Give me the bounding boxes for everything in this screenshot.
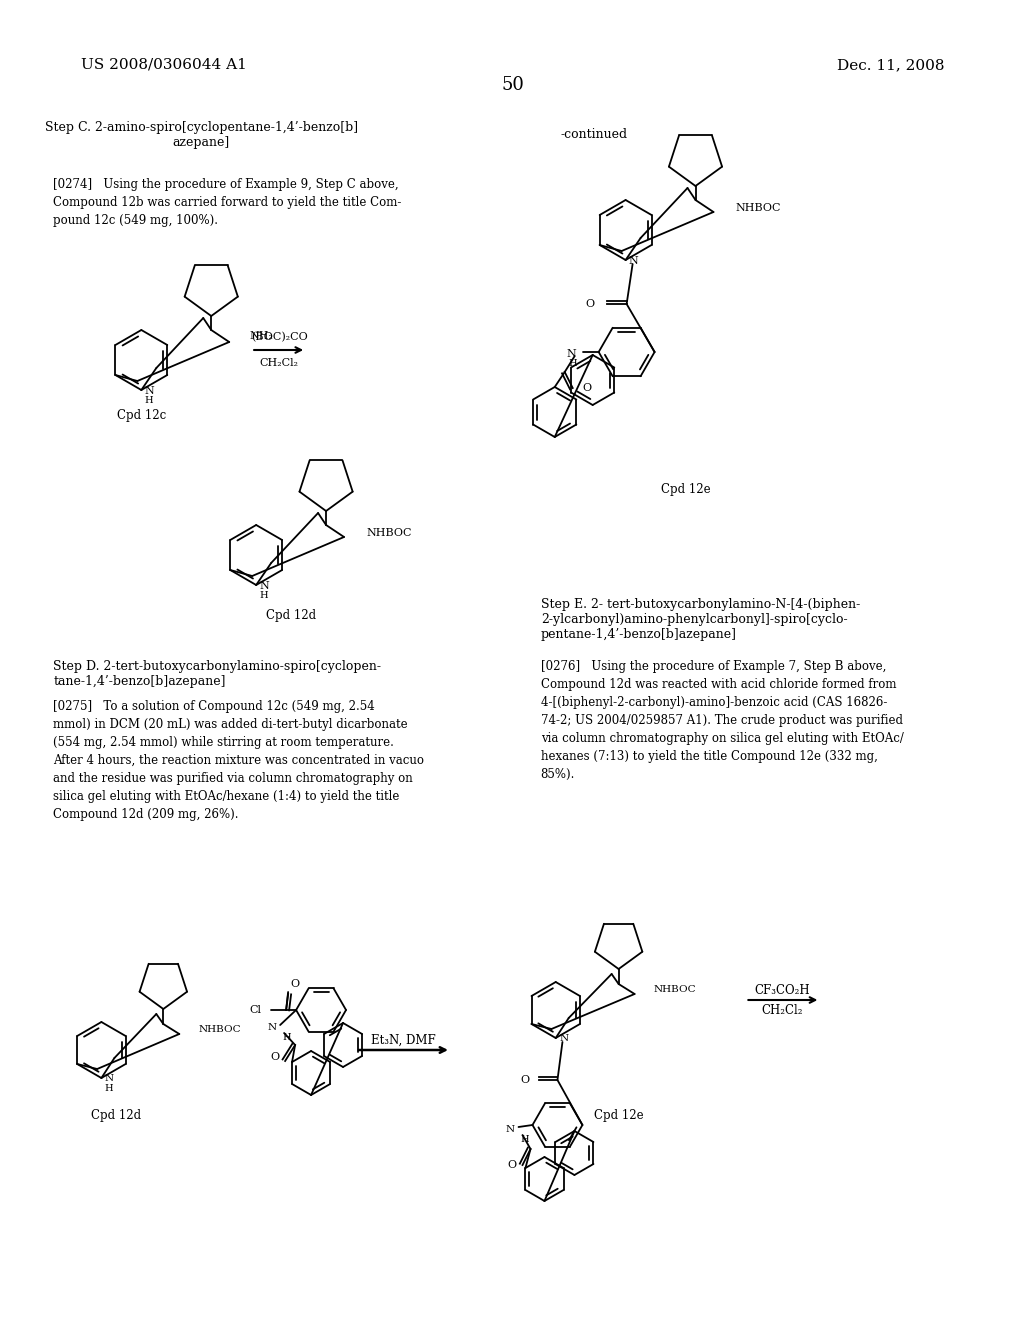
Text: N: N	[629, 256, 638, 267]
Text: [0275]   To a solution of Compound 12c (549 mg, 2.54
mmol) in DCM (20 mL) was ad: [0275] To a solution of Compound 12c (54…	[53, 700, 425, 821]
Text: Cl: Cl	[249, 1005, 261, 1015]
Text: Cpd 12e: Cpd 12e	[594, 1109, 643, 1122]
Text: Step D. 2-tert-butoxycarbonylamino-spiro[cyclopen-
tane-1,4’-benzo[b]azepane]: Step D. 2-tert-butoxycarbonylamino-spiro…	[53, 660, 382, 688]
Text: CH₂Cl₂: CH₂Cl₂	[762, 1003, 803, 1016]
Text: CF₃CO₂H: CF₃CO₂H	[755, 983, 810, 997]
Text: [0274]   Using the procedure of Example 9, Step C above,
Compound 12b was carrie: [0274] Using the procedure of Example 9,…	[53, 178, 401, 227]
Text: H: H	[259, 591, 268, 601]
Text: Step E. 2- tert-butoxycarbonylamino-N-[4-(biphen-
2-ylcarbonyl)amino-phenylcarbo: Step E. 2- tert-butoxycarbonylamino-N-[4…	[541, 598, 860, 642]
Text: Cpd 12d: Cpd 12d	[91, 1109, 141, 1122]
Text: H: H	[568, 359, 577, 368]
Text: NHBOC: NHBOC	[735, 203, 781, 213]
Text: -continued: -continued	[561, 128, 628, 141]
Text: Et₃N, DMF: Et₃N, DMF	[371, 1034, 435, 1047]
Text: [0276]   Using the procedure of Example 7, Step B above,
Compound 12d was reacte: [0276] Using the procedure of Example 7,…	[541, 660, 903, 781]
Text: Cpd 12d: Cpd 12d	[266, 609, 316, 622]
Text: N: N	[104, 1074, 114, 1082]
Text: H: H	[144, 396, 153, 405]
Text: Cpd 12c: Cpd 12c	[117, 408, 166, 421]
Text: H: H	[283, 1032, 291, 1041]
Text: N: N	[259, 581, 269, 591]
Text: O: O	[520, 1074, 529, 1085]
Text: Dec. 11, 2008: Dec. 11, 2008	[837, 58, 944, 73]
Text: NHBOC: NHBOC	[366, 528, 412, 539]
Text: O: O	[270, 1052, 280, 1063]
Text: H: H	[520, 1134, 529, 1143]
Text: N: N	[506, 1125, 514, 1134]
Text: O: O	[508, 1160, 516, 1170]
Text: O: O	[583, 383, 592, 393]
Text: N: N	[559, 1034, 568, 1043]
Text: Step C. 2-amino-spiro[cyclopentane-1,4’-benzo[b]
azepane]: Step C. 2-amino-spiro[cyclopentane-1,4’-…	[45, 121, 357, 149]
Text: NHBOC: NHBOC	[653, 986, 696, 994]
Text: (BOC)₂CO: (BOC)₂CO	[251, 331, 307, 342]
Text: CH₂Cl₂: CH₂Cl₂	[260, 358, 299, 368]
Text: N: N	[567, 348, 577, 359]
Text: US 2008/0306044 A1: US 2008/0306044 A1	[82, 58, 248, 73]
Text: Cpd 12e: Cpd 12e	[660, 483, 711, 496]
Text: NH₂: NH₂	[249, 331, 273, 341]
Text: N: N	[267, 1023, 276, 1031]
Text: O: O	[586, 300, 595, 309]
Text: N: N	[144, 385, 155, 396]
Text: NHBOC: NHBOC	[199, 1026, 241, 1035]
Text: O: O	[290, 979, 299, 989]
Text: H: H	[104, 1084, 113, 1093]
Text: 50: 50	[502, 77, 524, 94]
